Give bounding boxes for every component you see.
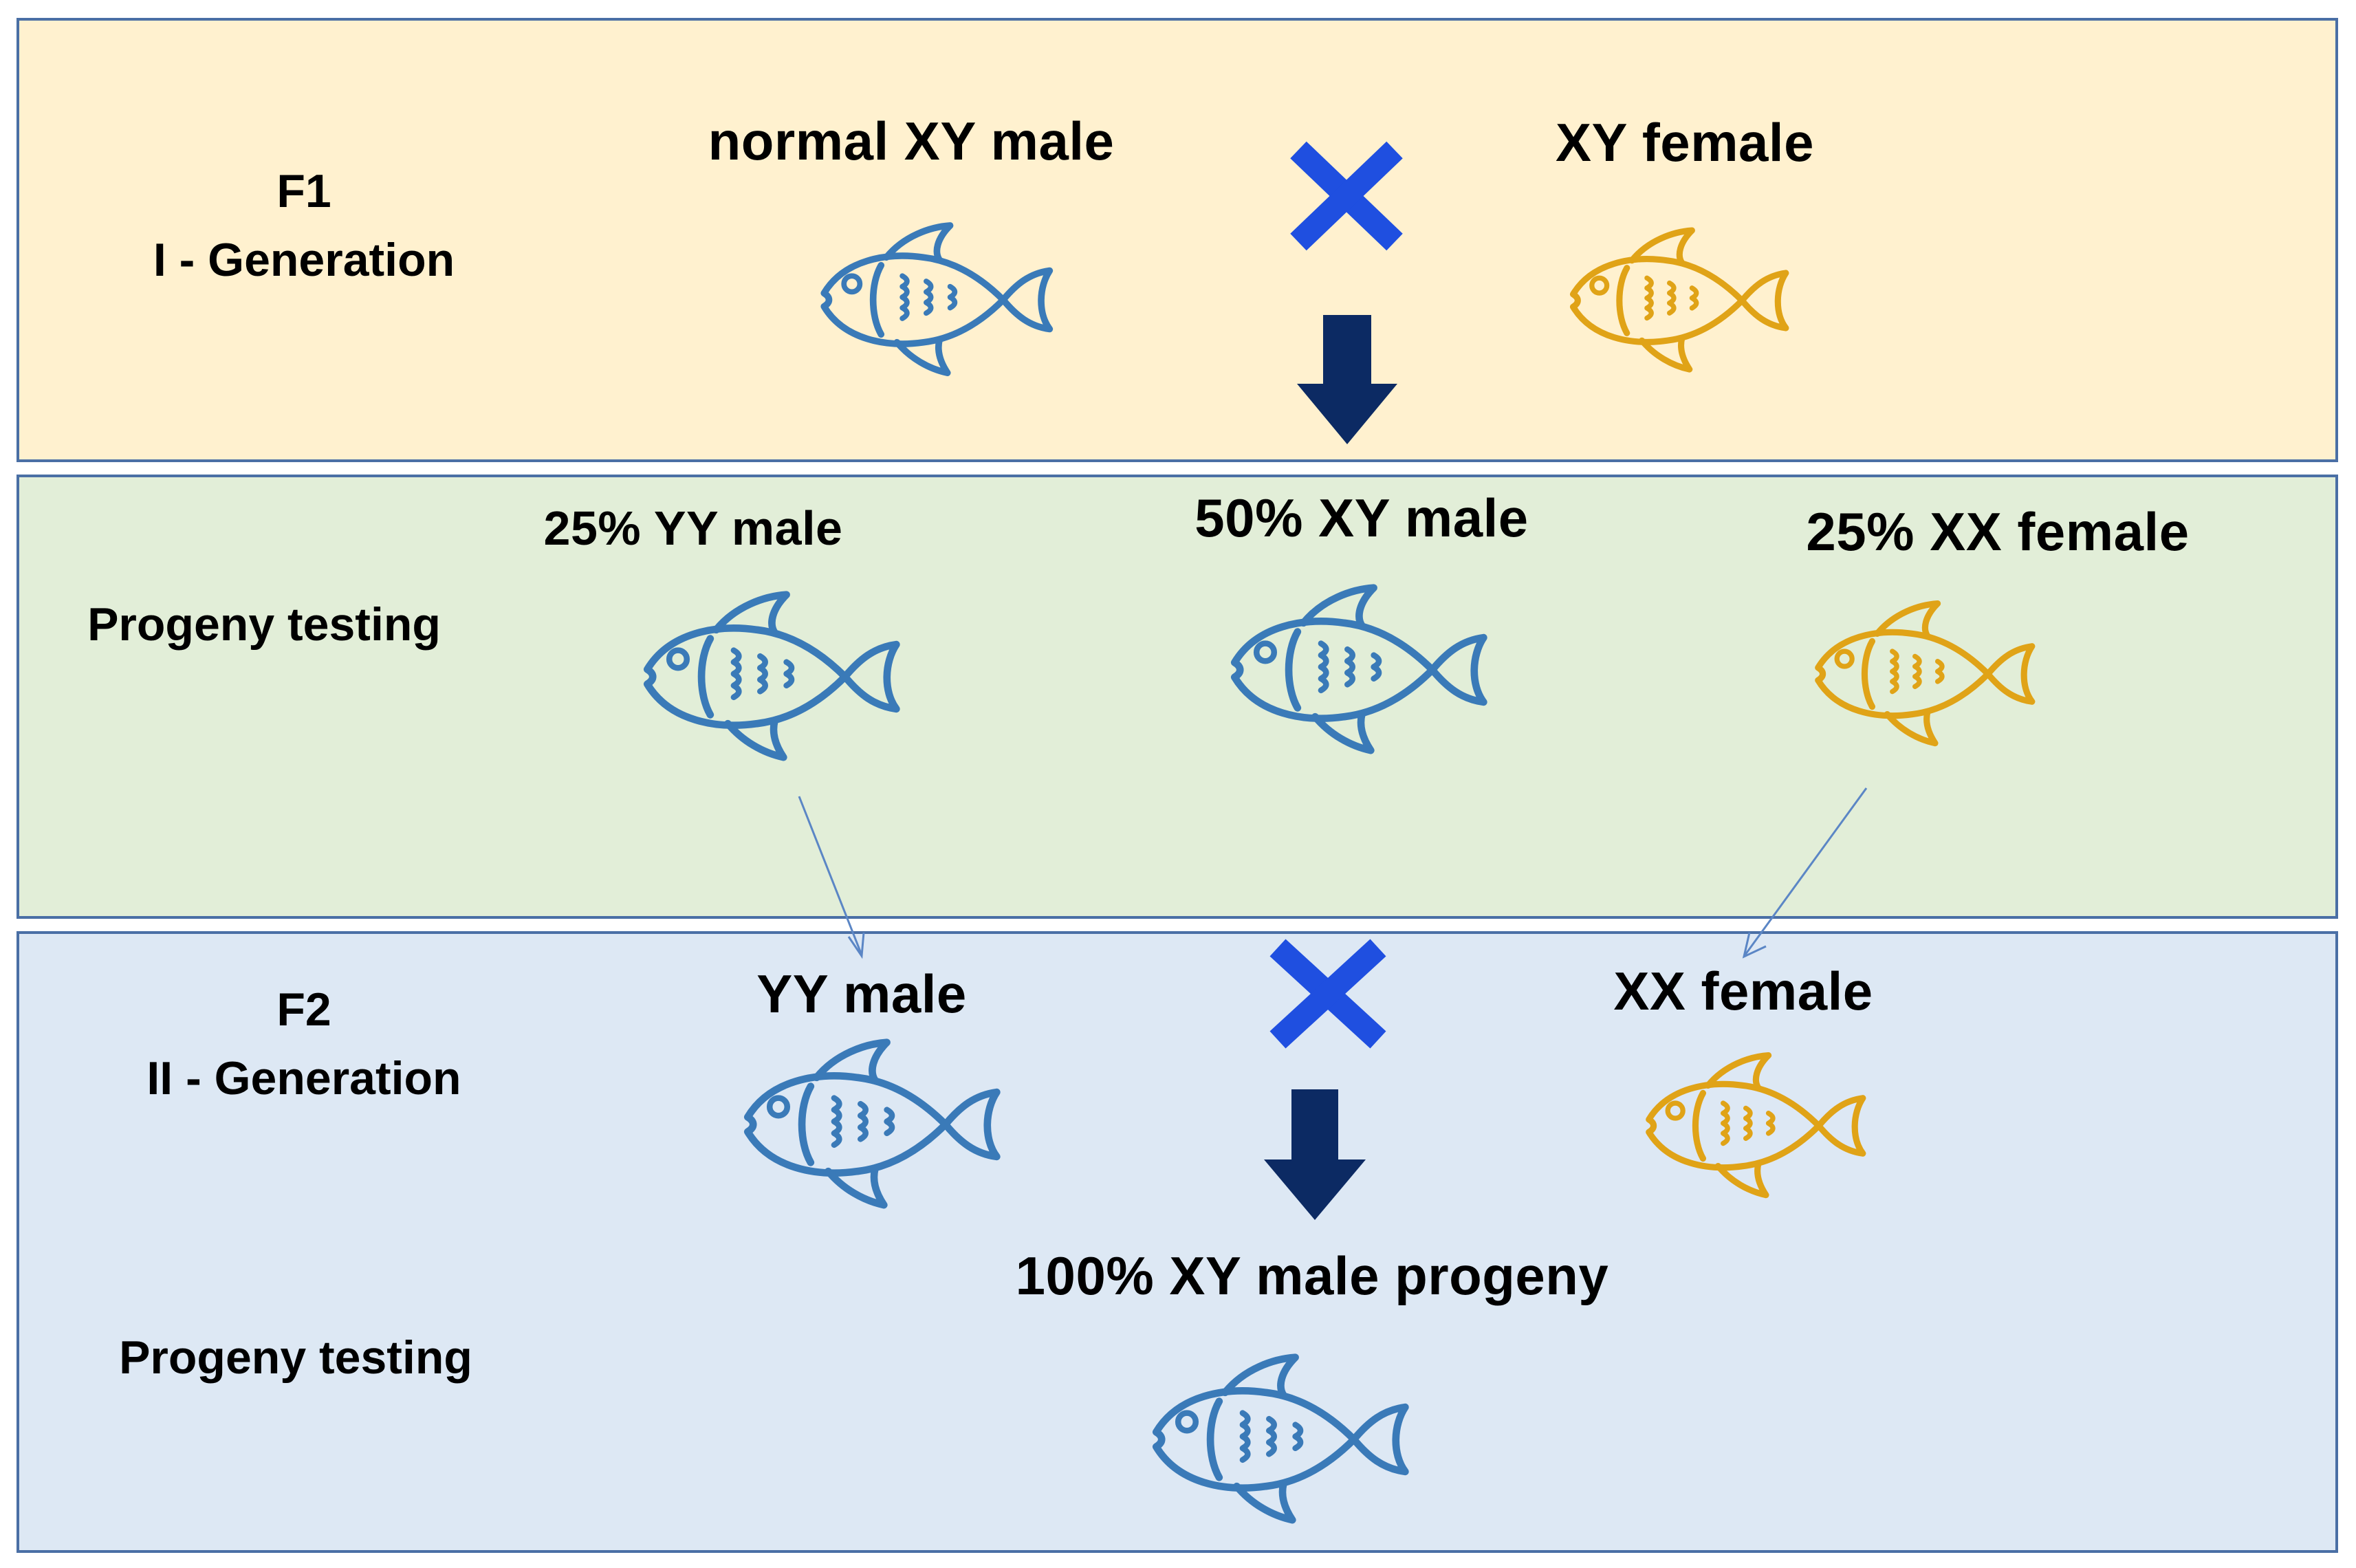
f2-male-label: YY male: [756, 963, 967, 1024]
progeny-xx-female-fish-icon: [1815, 600, 2036, 747]
f2-progeny-testing-label: Progeny testing: [119, 1331, 472, 1384]
f2-side-label: F2 II - Generation: [146, 975, 461, 1113]
f2-yy-male-fish-icon: [743, 1038, 1001, 1209]
f1-male-label: normal XY male: [708, 111, 1115, 171]
progeny-yy-male-fish-icon: [643, 591, 900, 761]
f1-generation-panel: [17, 18, 2338, 462]
progeny-yy-label: 25% YY male: [543, 501, 843, 555]
f1-female-fish-icon: [1569, 227, 1789, 373]
f2-gen-label: F2: [276, 983, 331, 1036]
progeny-xx-label: 25% XX female: [1806, 501, 2190, 562]
progeny-xy-label: 50% XY male: [1195, 488, 1529, 548]
progeny-xy-male-fish-icon: [1230, 584, 1487, 754]
f1-gen-label: F1: [276, 165, 331, 217]
f2-progeny-male-fish-icon: [1152, 1353, 1409, 1524]
f1-gen-sub-label: I - Generation: [153, 234, 455, 286]
f1-female-label: XY female: [1556, 112, 1814, 173]
f2-female-label: XX female: [1613, 961, 1873, 1021]
f2-result-label: 100% XY male progeny: [1015, 1245, 1609, 1306]
f1-male-fish-icon: [820, 222, 1054, 376]
f1-side-label: F1 I - Generation: [153, 157, 455, 294]
progeny-side-label: Progeny testing: [87, 598, 441, 651]
f2-generation-panel: [17, 931, 2338, 1553]
progeny-testing-panel: [17, 475, 2338, 919]
f2-xx-female-fish-icon: [1646, 1052, 1866, 1199]
f2-gen-sub-label: II - Generation: [146, 1052, 461, 1104]
